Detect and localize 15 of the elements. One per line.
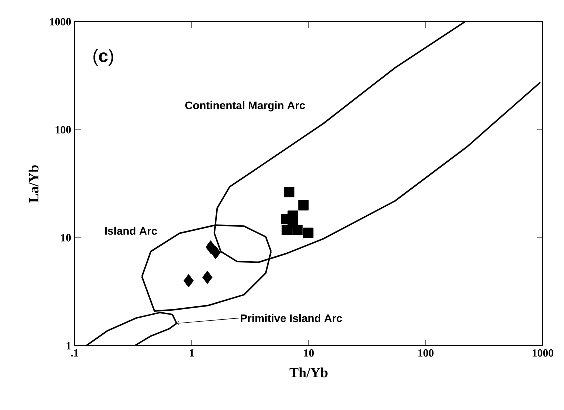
x-tick-label: 10	[304, 350, 314, 357]
y-tick-label: 1000	[50, 18, 72, 26]
annotation: Continental Margin Arc	[186, 101, 306, 112]
x-tick-label: .1	[71, 350, 79, 357]
annotation: Island Arc	[105, 226, 158, 236]
y-tick-label: 1	[66, 342, 71, 350]
x-tick-label: 1	[190, 350, 194, 357]
annotation: Primitive Island Arc	[241, 314, 342, 322]
x-tick-label: 100	[418, 350, 434, 357]
y-tick-label: 100	[56, 126, 72, 134]
annotation: (c)	[94, 49, 114, 66]
y-axis-title: La/Yb	[28, 166, 39, 203]
y-tick-label: 10	[61, 234, 72, 242]
x-axis-title: Th/Yb	[290, 368, 328, 378]
x-tick-label: 1000	[532, 350, 554, 357]
